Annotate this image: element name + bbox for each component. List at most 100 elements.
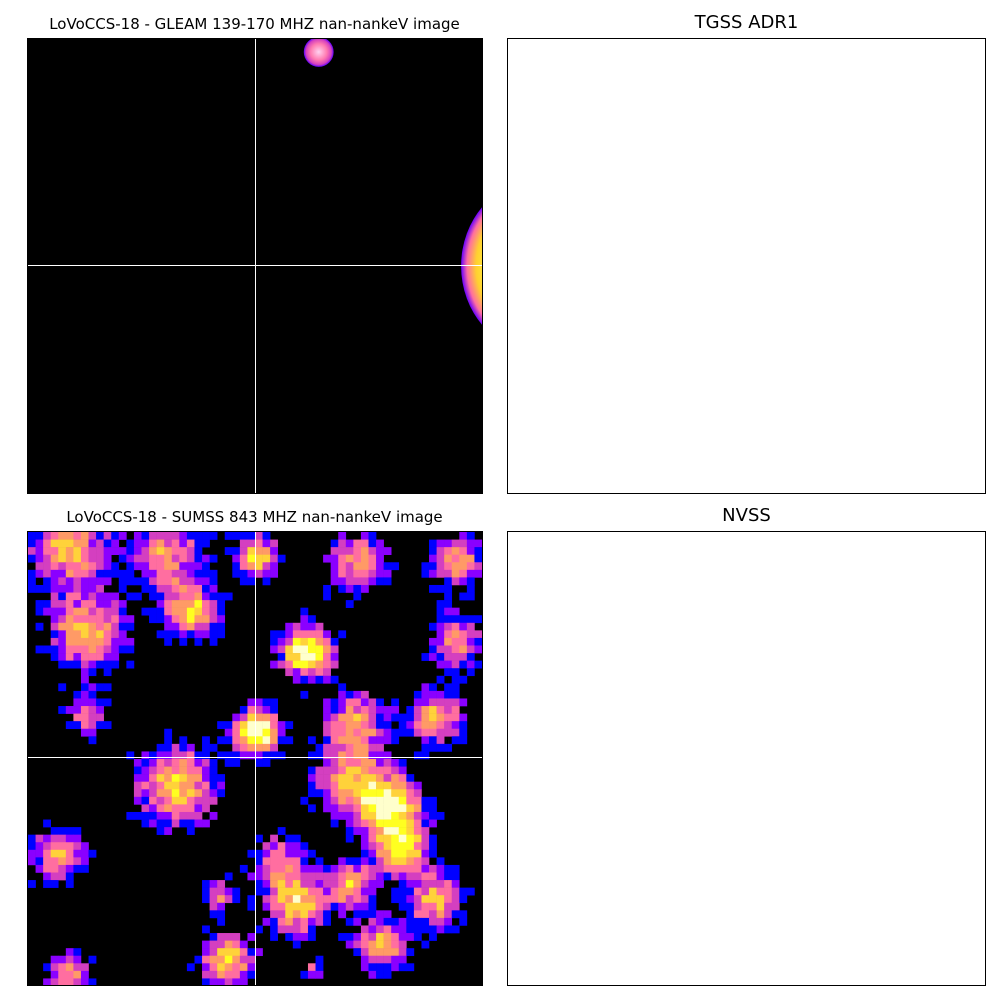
sumss-pixel bbox=[338, 584, 347, 593]
sumss-pixel bbox=[35, 600, 44, 608]
sumss-pixel bbox=[141, 789, 150, 798]
sumss-pixel bbox=[35, 864, 44, 873]
sumss-pixel bbox=[247, 547, 256, 555]
sumss-pixel bbox=[202, 615, 210, 624]
sumss-pixel bbox=[217, 615, 226, 624]
sumss-pixel bbox=[88, 728, 97, 737]
sumss-pixel bbox=[323, 584, 331, 593]
sumss-pixel bbox=[103, 645, 112, 654]
sumss-pixel bbox=[255, 698, 263, 707]
sumss-pixel bbox=[429, 864, 437, 873]
sumss-pixel bbox=[338, 736, 347, 745]
sumss-pixel bbox=[436, 547, 445, 555]
sumss-pixel bbox=[292, 668, 301, 677]
sumss-pixel bbox=[194, 607, 203, 616]
sumss-pixel bbox=[88, 736, 97, 745]
sumss-pixel bbox=[459, 728, 468, 737]
sumss-pixel bbox=[368, 698, 377, 707]
sumss-pixel bbox=[58, 842, 67, 851]
sumss-pixel bbox=[292, 902, 301, 911]
sumss-pixel bbox=[65, 607, 74, 616]
sumss-pixel bbox=[156, 804, 165, 813]
sumss-pixel bbox=[255, 751, 263, 760]
sumss-pixel bbox=[376, 789, 384, 798]
sumss-pixel bbox=[277, 849, 286, 858]
sumss-pixel bbox=[360, 948, 369, 957]
sumss-pixel bbox=[360, 811, 369, 820]
sumss-pixel bbox=[171, 766, 180, 775]
sumss-pixel bbox=[277, 902, 286, 911]
sumss-pixel bbox=[330, 774, 339, 782]
sumss-pixel bbox=[315, 902, 324, 911]
sumss-pixel bbox=[436, 660, 445, 669]
sumss-pixel bbox=[421, 811, 430, 820]
sumss-pixel bbox=[451, 653, 460, 661]
sumss-pixel bbox=[353, 690, 362, 699]
sumss-pixel bbox=[353, 933, 362, 941]
sumss-pixel bbox=[413, 887, 422, 896]
sumss-pixel bbox=[277, 728, 286, 737]
sumss-pixel bbox=[247, 539, 256, 548]
sumss-pixel bbox=[330, 539, 339, 548]
sumss-pixel bbox=[202, 880, 210, 888]
sumss-pixel bbox=[376, 796, 384, 805]
sumss-pixel bbox=[28, 842, 36, 851]
sumss-pixel bbox=[406, 789, 415, 798]
sumss-pixel bbox=[398, 880, 407, 888]
sumss-pixel bbox=[73, 698, 82, 707]
sumss-pixel bbox=[43, 532, 52, 540]
sumss-pixel bbox=[315, 675, 324, 684]
sumss-pixel bbox=[141, 554, 150, 563]
sumss-pixel bbox=[330, 895, 339, 904]
sumss-pixel bbox=[80, 970, 89, 979]
sumss-pixel bbox=[292, 660, 301, 669]
sumss-pixel bbox=[186, 766, 195, 775]
sumss-pixel bbox=[224, 547, 233, 555]
sumss-pixel bbox=[383, 948, 392, 957]
sumss-pixel bbox=[421, 895, 430, 904]
sumss-pixel bbox=[285, 622, 294, 631]
sumss-pixel bbox=[444, 690, 453, 699]
sumss-pixel bbox=[368, 547, 377, 555]
sumss-pixel bbox=[376, 925, 384, 934]
sumss-pixel bbox=[307, 660, 316, 669]
sumss-pixel bbox=[65, 660, 74, 669]
sumss-pixel bbox=[436, 630, 445, 639]
sumss-pixel bbox=[118, 584, 127, 593]
sumss-pixel bbox=[50, 842, 59, 851]
sumss-pixel bbox=[65, 615, 74, 624]
sumss-pixel bbox=[376, 577, 384, 586]
sumss-pixel bbox=[292, 653, 301, 661]
sumss-pixel bbox=[58, 978, 67, 985]
sumss-pixel bbox=[217, 895, 226, 904]
sumss-pixel bbox=[292, 880, 301, 888]
sumss-pixel bbox=[285, 834, 294, 843]
sumss-pixel bbox=[149, 615, 157, 624]
sumss-pixel bbox=[444, 872, 453, 881]
sumss-pixel bbox=[58, 554, 67, 563]
sumss-pixel bbox=[429, 910, 437, 919]
sumss-pixel bbox=[80, 539, 89, 548]
sumss-pixel bbox=[133, 532, 142, 540]
sumss-pixel bbox=[421, 728, 430, 737]
sumss-pixel bbox=[88, 554, 97, 563]
sumss-pixel bbox=[436, 562, 445, 571]
sumss-pixel bbox=[368, 721, 377, 730]
sumss-pixel bbox=[323, 917, 331, 926]
sumss-pixel bbox=[360, 887, 369, 896]
sumss-pixel bbox=[285, 721, 294, 730]
sumss-pixel bbox=[209, 637, 218, 646]
sumss-pixel bbox=[383, 849, 392, 858]
sumss-pixel bbox=[65, 978, 74, 985]
sumss-pixel bbox=[383, 842, 392, 851]
sumss-pixel bbox=[171, 622, 180, 631]
sumss-pixel bbox=[239, 577, 248, 586]
sumss-pixel bbox=[421, 751, 430, 760]
sumss-pixel bbox=[73, 569, 82, 578]
sumss-pixel bbox=[65, 948, 74, 957]
sumss-pixel bbox=[406, 842, 415, 851]
sumss-pixel bbox=[96, 706, 104, 714]
sumss-pixel bbox=[186, 758, 195, 767]
sumss-pixel bbox=[209, 880, 218, 888]
sumss-pixel bbox=[307, 910, 316, 919]
